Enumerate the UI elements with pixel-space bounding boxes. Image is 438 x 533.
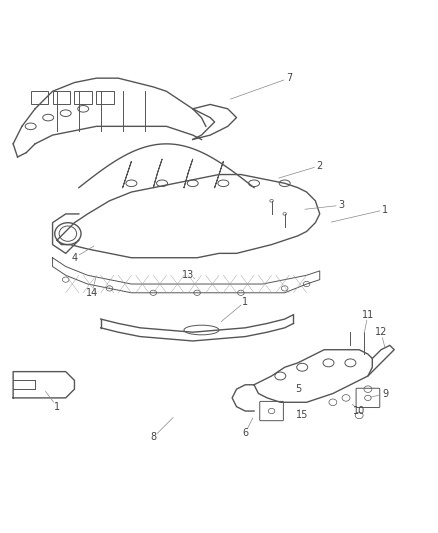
Text: 3: 3 <box>339 200 345 210</box>
Text: 6: 6 <box>242 428 248 438</box>
Text: 11: 11 <box>362 310 374 320</box>
Bar <box>31 91 48 104</box>
Text: 12: 12 <box>375 327 387 337</box>
Text: 5: 5 <box>295 384 301 394</box>
Text: 13: 13 <box>182 270 194 280</box>
Text: 14: 14 <box>86 288 98 298</box>
Text: 1: 1 <box>242 296 248 306</box>
Text: 8: 8 <box>150 432 156 442</box>
Text: 2: 2 <box>317 161 323 171</box>
Text: 1: 1 <box>382 205 389 215</box>
Text: 4: 4 <box>71 253 78 263</box>
Text: 15: 15 <box>296 410 308 421</box>
Text: 7: 7 <box>286 73 292 83</box>
Bar <box>96 91 114 104</box>
Text: 1: 1 <box>54 402 60 411</box>
Bar <box>53 91 70 104</box>
Text: 9: 9 <box>382 389 389 399</box>
Text: 10: 10 <box>353 406 365 416</box>
Bar <box>74 91 92 104</box>
